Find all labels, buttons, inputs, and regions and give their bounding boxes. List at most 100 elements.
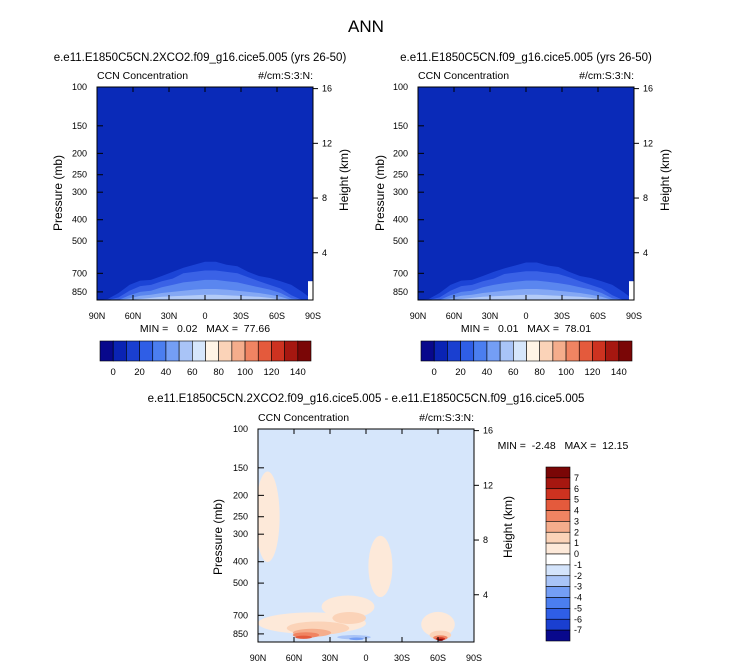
terrain-mask [308, 281, 313, 300]
colorbar-label: 0 [574, 549, 579, 559]
y2-tick-label: 16 [643, 84, 653, 94]
y-tick-label: 200 [72, 148, 87, 158]
x-tick-label: 30N [482, 311, 499, 321]
colorbar-box [218, 340, 233, 362]
right-label: #/cm:S:3:N: [258, 70, 313, 82]
y2-tick-label: 4 [322, 248, 327, 258]
colorbar-box [271, 340, 285, 362]
colorbar-box [139, 340, 154, 362]
terrain-mask [629, 281, 634, 300]
plot-area: 90N 60N 30N 0 30S 60S 90S 100 150 200 250 300 400 500… [393, 82, 653, 321]
y-tick-label: 850 [72, 287, 87, 297]
colorbar-box [99, 340, 114, 362]
x-tick-label: 60S [430, 653, 446, 663]
colorbar-box [552, 340, 567, 362]
colorbar-box [545, 629, 571, 642]
x-tick-label: 30S [554, 311, 570, 321]
colorbar-label: 20 [134, 367, 145, 378]
colorbar-box [545, 499, 571, 511]
colorbar-box [152, 340, 167, 362]
x-tick-label: 90N [410, 311, 427, 321]
colorbar-label: 60 [187, 367, 198, 378]
y-tick-label: 100 [393, 82, 408, 92]
colorbar-box [545, 564, 571, 577]
x-tick-label: 60N [446, 311, 463, 321]
x-tick-label: 60S [590, 311, 606, 321]
colorbar-box [486, 340, 501, 362]
left-label: CCN Concentration [258, 412, 349, 424]
y-tick-label: 150 [72, 121, 87, 131]
y2-tick-label: 4 [643, 248, 648, 258]
y2-axis-label: Height (km) [337, 149, 351, 211]
colorbar-label: 140 [611, 367, 627, 378]
x-tick-label: 60S [269, 311, 285, 321]
positive-region-2 [258, 471, 280, 562]
panel-2xco2: e.e11.E1850C5CN.2XCO2.f09_g16.cice5.005 … [51, 52, 351, 378]
y-tick-label: 250 [233, 512, 248, 522]
y2-tick-label: 16 [483, 426, 493, 436]
min-max-label: MIN = 0.02 MAX = 77.66 [140, 323, 270, 335]
colorbar-label: 1 [574, 538, 579, 548]
x-tick-label: 30N [322, 653, 339, 663]
y-tick-label: 300 [233, 529, 248, 539]
colorbar-box [112, 340, 127, 362]
y-tick-label: 500 [72, 236, 87, 246]
colorbar-label: 3 [574, 516, 579, 526]
colorbar-label: 7 [574, 473, 579, 483]
positive-region-6 [332, 612, 367, 625]
y-axis-label: Pressure (mb) [51, 155, 65, 231]
colorbar-box [592, 340, 606, 362]
x-tick-label: 0 [363, 653, 368, 663]
y2-tick-label: 4 [483, 590, 488, 600]
colorbar-box [499, 340, 514, 362]
y2-axis-label: Height (km) [658, 149, 672, 211]
min-max-label: MIN = -2.48 MAX = 12.15 [498, 440, 629, 452]
colorbar-box [605, 340, 620, 362]
colorbar-box [165, 340, 180, 362]
min-max-label: MIN = 0.01 MAX = 78.01 [461, 323, 591, 335]
colorbar-box [539, 340, 554, 362]
colorbar-label: -7 [574, 625, 582, 635]
x-tick-label: 30S [394, 653, 410, 663]
colorbar-box [545, 597, 571, 609]
y-tick-label: 500 [393, 236, 408, 246]
colorbar-label: 40 [482, 367, 493, 378]
y2-axis-label: Height (km) [501, 496, 515, 558]
plot-area: 90N 60N 30N 0 30S 60S 90S 100 150 200 250 300 400 500… [233, 424, 493, 663]
colorbar-box [447, 340, 461, 362]
right-label: #/cm:S:3:N: [579, 70, 634, 82]
x-tick-label: 30N [161, 311, 178, 321]
y-tick-label: 500 [233, 578, 248, 588]
colorbar-box [257, 340, 272, 362]
colorbar-label: 4 [574, 506, 579, 516]
positive-region-9 [295, 635, 312, 639]
colorbar-label: 60 [508, 367, 519, 378]
colorbar-label: 6 [574, 484, 579, 494]
colorbar-box [473, 340, 488, 362]
colorbar-box [578, 340, 593, 362]
x-tick-label: 60N [125, 311, 142, 321]
colorbar-label: -5 [574, 603, 582, 613]
colorbar: 0 20 40 60 80 100 120 140 [420, 340, 633, 378]
y-tick-label: 100 [72, 82, 87, 92]
x-tick-label: 90N [89, 311, 106, 321]
y2-tick-label: 16 [322, 84, 332, 94]
colorbar-label: 80 [534, 367, 545, 378]
colorbar-label: -2 [574, 571, 582, 581]
colorbar-label: -1 [574, 560, 582, 570]
colorbar-label: 80 [213, 367, 224, 378]
colorbar-box [297, 340, 312, 362]
colorbar-box [526, 340, 540, 362]
colorbar-label: 5 [574, 495, 579, 505]
panel-control: e.e11.E1850C5CN.f09_g16.cice5.005 (yrs 2… [373, 52, 672, 378]
positive-region-13 [437, 638, 444, 641]
y-tick-label: 150 [393, 121, 408, 131]
colorbar-box [545, 477, 571, 490]
y-tick-label: 400 [393, 215, 408, 225]
x-tick-label: 90N [250, 653, 267, 663]
colorbar-box [545, 488, 571, 500]
colorbar-label: 0 [432, 367, 437, 378]
panel-title: e.e11.E1850C5CN.2XCO2.f09_g16.cice5.005 … [148, 393, 585, 405]
colorbar-label: -6 [574, 614, 582, 624]
